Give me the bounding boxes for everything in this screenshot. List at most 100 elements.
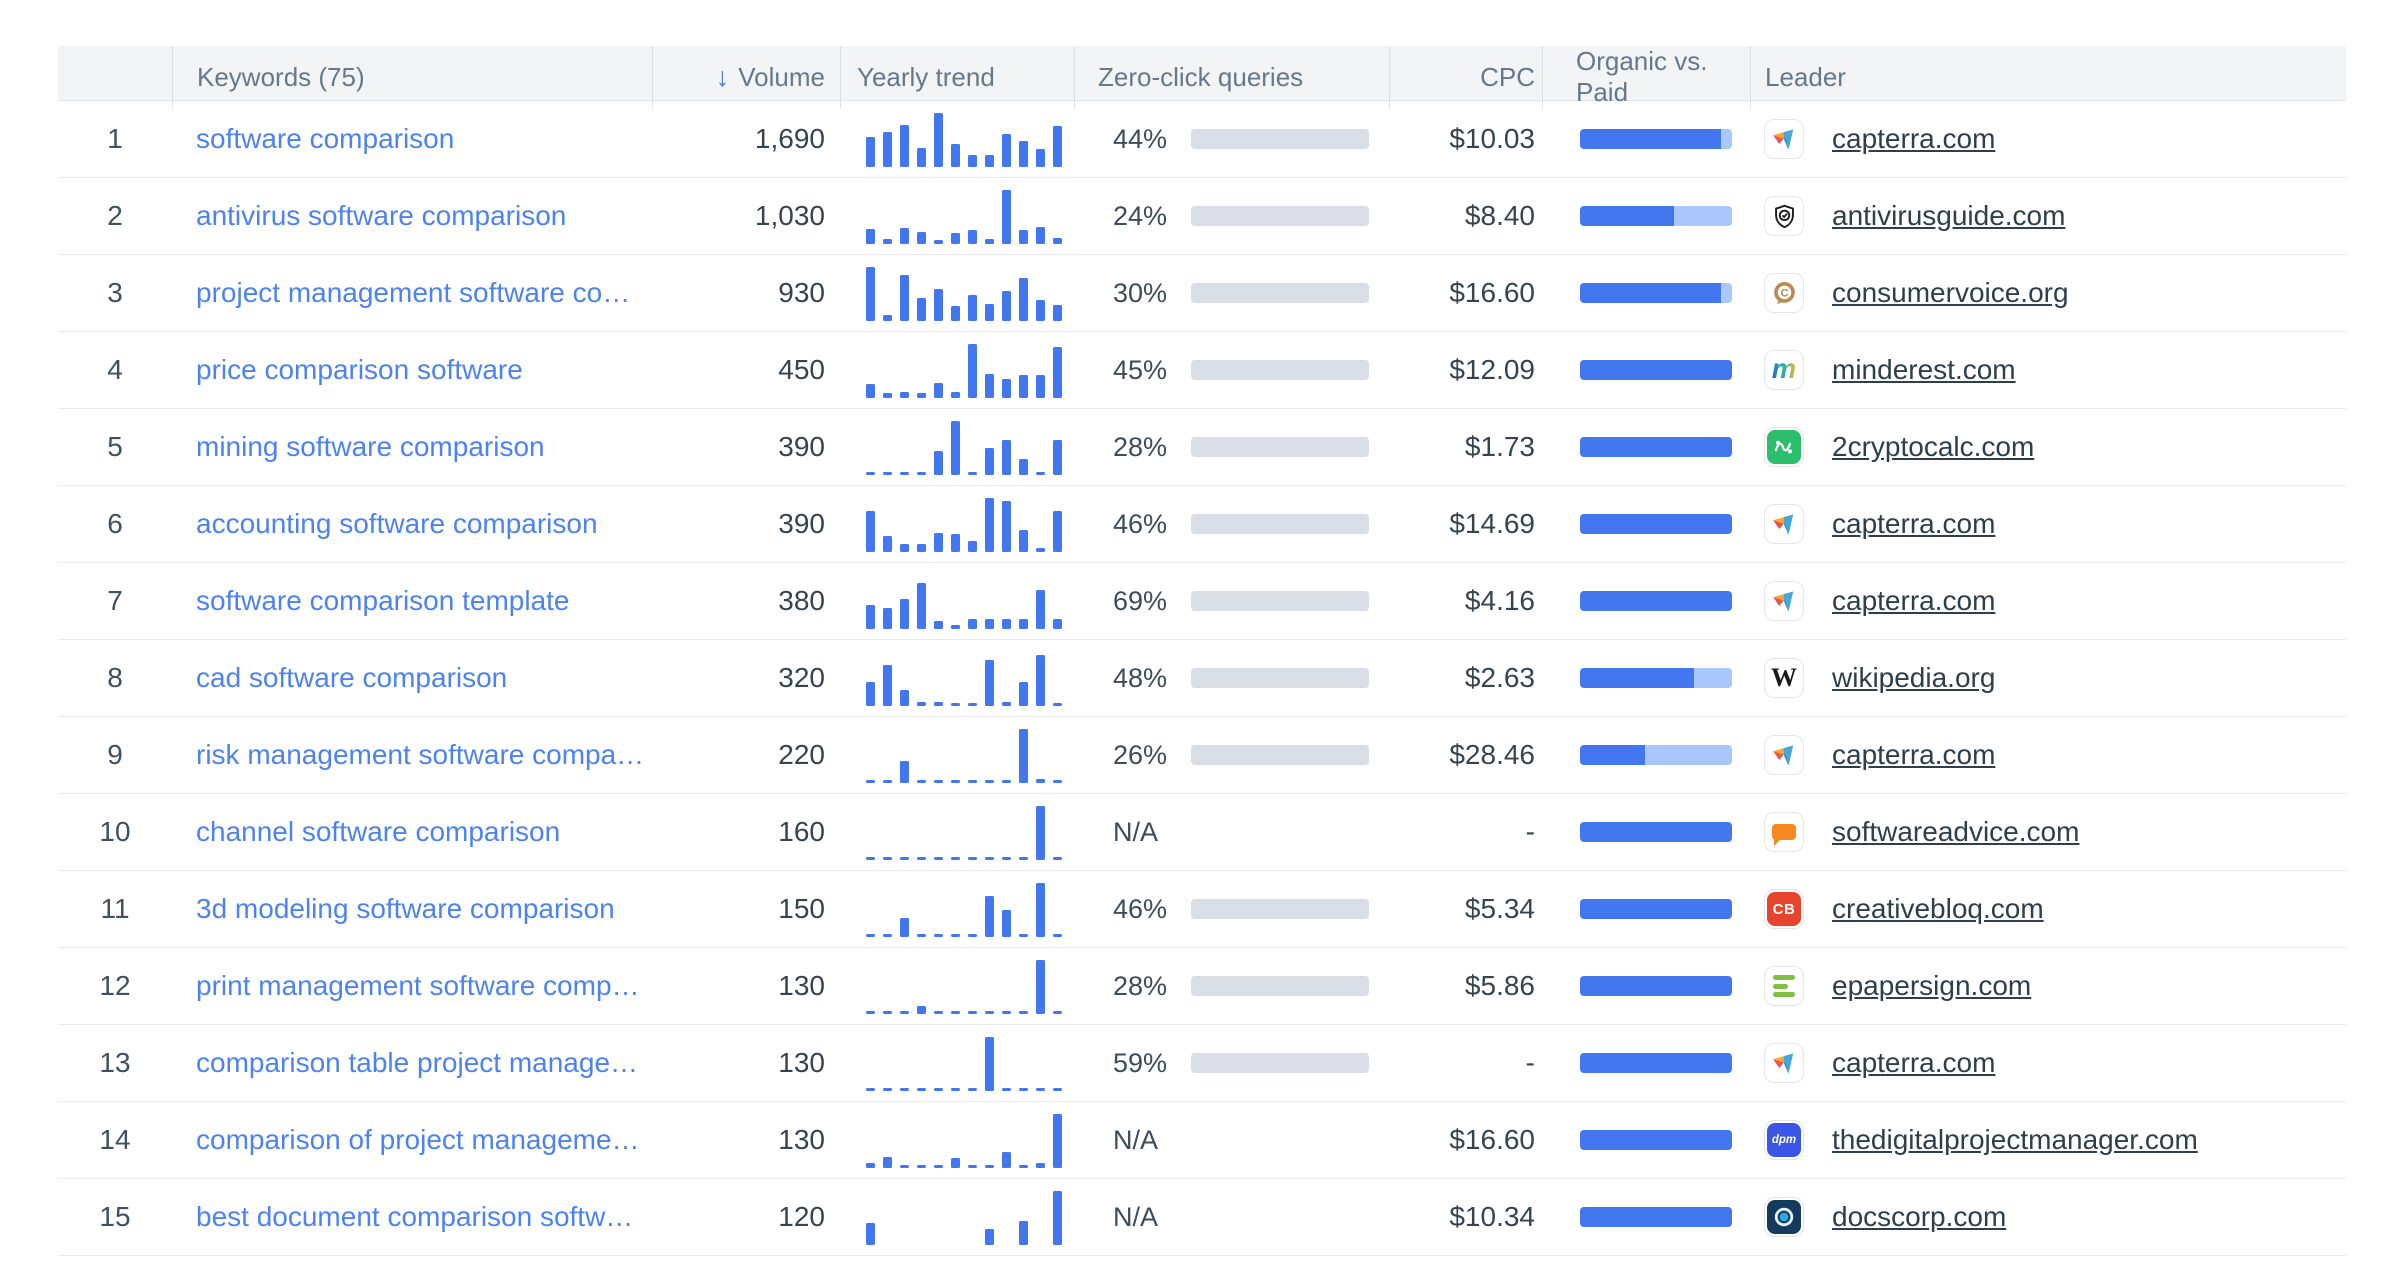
cpc-value: $12.09 xyxy=(1449,354,1535,385)
header-leader[interactable]: Leader xyxy=(1750,46,2346,108)
trend-bar xyxy=(917,702,926,706)
leader-domain-link[interactable]: capterra.com xyxy=(1832,508,1996,539)
volume-value: 320 xyxy=(778,662,825,693)
trend-bar xyxy=(1019,1011,1028,1014)
keyword-link[interactable]: mining software comparison xyxy=(196,431,545,462)
volume-value: 130 xyxy=(778,1124,825,1155)
header-cpc[interactable]: CPC xyxy=(1389,46,1542,108)
trend-bar xyxy=(968,295,977,321)
keyword-link[interactable]: print management software comp… xyxy=(196,970,640,1001)
table-row: 13 comparison table project manage… 130 … xyxy=(58,1025,2346,1102)
cpc-value: $5.34 xyxy=(1464,893,1535,924)
trend-bar xyxy=(968,857,977,860)
keyword-link[interactable]: comparison of project manageme… xyxy=(196,1124,640,1155)
trend-bar xyxy=(934,240,943,244)
trend-bar xyxy=(1019,1221,1028,1245)
trend-bar xyxy=(934,780,943,783)
yearly-trend-chart xyxy=(866,804,1062,860)
organic-segment xyxy=(1580,668,1694,688)
leader-domain-link[interactable]: capterra.com xyxy=(1832,123,1996,154)
leader-domain-link[interactable]: softwareadvice.com xyxy=(1832,816,2080,847)
trend-bar xyxy=(900,125,909,167)
yearly-trend-chart xyxy=(866,881,1062,937)
keyword-link[interactable]: software comparison template xyxy=(196,585,570,616)
keyword-link[interactable]: project management software co… xyxy=(196,277,631,308)
keyword-link[interactable]: antivirus software comparison xyxy=(196,200,567,231)
trend-bar xyxy=(968,619,977,629)
leader-domain-link[interactable]: 2cryptocalc.com xyxy=(1832,431,2035,462)
trend-bar xyxy=(866,1011,875,1014)
organic-segment xyxy=(1580,1130,1732,1150)
epapersign-bars-icon xyxy=(1773,972,1795,1001)
trend-bar xyxy=(951,421,960,475)
leader-favicon: C xyxy=(1764,273,1804,313)
leader-domain-link[interactable]: antivirusguide.com xyxy=(1832,200,2066,231)
table-body: 1 software comparison 1,690 44% $10.03 c… xyxy=(58,101,2346,1256)
docscorp-circle-icon xyxy=(1767,1200,1801,1234)
keyword-link[interactable]: price comparison software xyxy=(196,354,523,385)
row-rank: 8 xyxy=(107,662,123,693)
trend-bar xyxy=(1019,1088,1028,1091)
trend-bar xyxy=(951,625,960,629)
zero-click-cell: 44% xyxy=(1074,101,1389,177)
trend-bar xyxy=(1019,459,1028,475)
trend-bar xyxy=(1053,305,1062,321)
row-rank: 15 xyxy=(99,1201,131,1232)
zero-click-bar xyxy=(1191,283,1369,303)
zero-click-cell: 59% xyxy=(1074,1025,1389,1101)
trend-bar xyxy=(934,113,943,167)
trend-bar xyxy=(934,289,943,321)
keyword-link[interactable]: risk management software compa… xyxy=(196,739,645,770)
trend-bar xyxy=(968,541,977,552)
leader-domain-link[interactable]: capterra.com xyxy=(1832,739,1996,770)
leader-domain-link[interactable]: thedigitalprojectmanager.com xyxy=(1832,1124,2198,1155)
trend-bar xyxy=(917,1165,926,1168)
trend-bar xyxy=(866,1223,875,1245)
leader-domain-link[interactable]: capterra.com xyxy=(1832,585,1996,616)
trend-bar xyxy=(866,1163,875,1168)
table-header-row: Keywords (75) ↓ Volume Yearly trend Zero… xyxy=(58,46,2346,108)
leader-domain-link[interactable]: consumervoice.org xyxy=(1832,277,2069,308)
capterra-logo-icon xyxy=(1773,129,1794,150)
keyword-link[interactable]: comparison table project manage… xyxy=(196,1047,639,1078)
trend-bar xyxy=(1036,548,1045,552)
row-rank: 12 xyxy=(99,970,131,1001)
organic-segment xyxy=(1580,1207,1732,1227)
leader-domain-link[interactable]: minderest.com xyxy=(1832,354,2016,385)
header-organic-vs-paid[interactable]: Organic vs. Paid xyxy=(1542,46,1750,108)
trend-bar xyxy=(900,544,909,552)
organic-segment xyxy=(1580,1053,1732,1073)
zero-click-cell: 28% xyxy=(1074,948,1389,1024)
keyword-link[interactable]: channel software comparison xyxy=(196,816,561,847)
header-yearly-trend[interactable]: Yearly trend xyxy=(840,46,1074,108)
trend-bar xyxy=(917,583,926,629)
keyword-link[interactable]: 3d modeling software comparison xyxy=(196,893,615,924)
trend-bar xyxy=(917,934,926,937)
trend-bar xyxy=(900,1088,909,1091)
keyword-link[interactable]: accounting software comparison xyxy=(196,508,598,539)
zero-click-bar xyxy=(1191,976,1369,996)
leader-favicon xyxy=(1764,735,1804,775)
yearly-trend-chart xyxy=(866,958,1062,1014)
capterra-logo-icon xyxy=(1773,514,1794,535)
trend-bar xyxy=(1002,379,1011,398)
keyword-link[interactable]: software comparison xyxy=(196,123,455,154)
trend-bar xyxy=(900,275,909,321)
trend-bar xyxy=(968,472,977,475)
trend-bar xyxy=(1036,779,1045,783)
header-volume[interactable]: ↓ Volume xyxy=(652,46,840,108)
header-zero-click-queries[interactable]: Zero-click queries xyxy=(1074,46,1389,108)
organic-vs-paid-bar xyxy=(1580,668,1732,688)
cpc-value: $5.86 xyxy=(1464,970,1535,1001)
leader-domain-link[interactable]: docscorp.com xyxy=(1832,1201,2007,1232)
keyword-link[interactable]: best document comparison softw… xyxy=(196,1201,634,1232)
keyword-link[interactable]: cad software comparison xyxy=(196,662,508,693)
trend-bar xyxy=(951,392,960,398)
leader-domain-link[interactable]: wikipedia.org xyxy=(1832,662,1996,693)
zero-click-value: 30% xyxy=(1113,277,1168,308)
header-keywords[interactable]: Keywords (75) xyxy=(172,46,652,108)
leader-domain-link[interactable]: creativebloq.com xyxy=(1832,893,2044,924)
leader-domain-link[interactable]: epapersign.com xyxy=(1832,970,2032,1001)
volume-value: 120 xyxy=(778,1201,825,1232)
leader-domain-link[interactable]: capterra.com xyxy=(1832,1047,1996,1078)
